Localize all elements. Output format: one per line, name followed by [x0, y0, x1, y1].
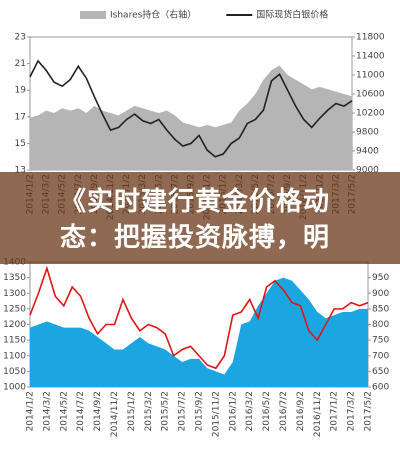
y-tick-label: 19	[15, 86, 27, 96]
y2-tick-label: 900	[372, 289, 389, 299]
x-tick-label: 2014/5/2	[59, 391, 69, 431]
y2-tick-label: 10200	[356, 109, 385, 119]
line	[29, 59, 353, 158]
x-tick-label: 2014/11/2	[110, 391, 120, 437]
y-tick-label: 17	[15, 112, 26, 122]
x-tick-label: 2016/7/2	[279, 391, 289, 431]
x-tick-label: 2014/1/2	[26, 391, 36, 431]
x-tick-label: 2016/3/2	[245, 391, 255, 431]
x-tick-label: 2015/1/2	[127, 391, 137, 431]
y2-tick-label: 9400	[356, 147, 379, 157]
legend-label: 国际现货白银价格	[256, 9, 328, 21]
x-tick-label: 2016/1/2	[228, 391, 238, 431]
y-tick-label: 1150	[3, 336, 26, 346]
y-tick-label: 1200	[3, 320, 26, 330]
y-tick-label: 15	[15, 139, 26, 149]
banner-title: 《实时建行黄金价格动态：把握投资脉搏，明	[60, 187, 331, 253]
y2-tick-label: 950	[372, 273, 389, 283]
x-tick-label: 2016/11/2	[313, 391, 323, 437]
x-tick-label: 2016/9/2	[296, 391, 306, 431]
x-tick-label: 2017/1/2	[330, 391, 340, 431]
y-tick-label: 13	[15, 166, 26, 176]
x-tick-label: 2017/3/2	[347, 391, 357, 431]
y2-tick-label: 11800	[356, 33, 385, 43]
y2-tick-label: 11000	[356, 71, 385, 81]
banner: 《实时建行黄金价格动态：把握投资脉搏，明	[0, 172, 400, 264]
x-tick-label: 2014/9/2	[93, 391, 103, 431]
x-tick-label: 2017/5/2	[364, 391, 374, 431]
x-tick-label: 2015/7/2	[178, 391, 188, 431]
y-tick-label: 1300	[3, 289, 26, 299]
y2-tick-label: 700	[372, 351, 389, 361]
y2-tick-label: 650	[372, 367, 389, 377]
y2-tick-label: 10600	[356, 90, 385, 100]
y2-tick-label: 800	[372, 320, 389, 330]
y2-tick-label: 850	[372, 304, 389, 314]
x-tick-label: 2015/11/2	[211, 391, 221, 437]
area	[30, 65, 352, 170]
y-tick-label: 1250	[3, 304, 26, 314]
line	[29, 265, 369, 370]
x-tick-label: 2014/7/2	[76, 391, 86, 431]
x-tick-label: 2015/9/2	[195, 391, 205, 431]
y-tick-label: 1100	[3, 351, 26, 361]
x-tick-label: 2014/3/2	[42, 391, 52, 431]
area	[30, 277, 368, 387]
y2-tick-label: 9000	[356, 166, 379, 176]
legend-label: Ishares持仓（右轴）	[110, 9, 196, 21]
x-tick-label: 2015/5/2	[161, 391, 171, 431]
legend-swatch	[80, 11, 106, 19]
y2-tick-label: 11400	[356, 52, 385, 62]
x-tick-label: 2016/5/2	[262, 391, 272, 431]
y-tick-label: 1000	[3, 383, 26, 393]
y-tick-label: 23	[15, 33, 26, 43]
y-tick-label: 1050	[3, 367, 26, 377]
y-tick-label: 21	[15, 59, 26, 69]
y2-tick-label: 600	[372, 383, 389, 393]
y2-tick-label: 9800	[356, 128, 379, 138]
y-tick-label: 1350	[3, 273, 26, 283]
y2-tick-label: 750	[372, 336, 389, 346]
x-tick-label: 2015/3/2	[144, 391, 154, 431]
